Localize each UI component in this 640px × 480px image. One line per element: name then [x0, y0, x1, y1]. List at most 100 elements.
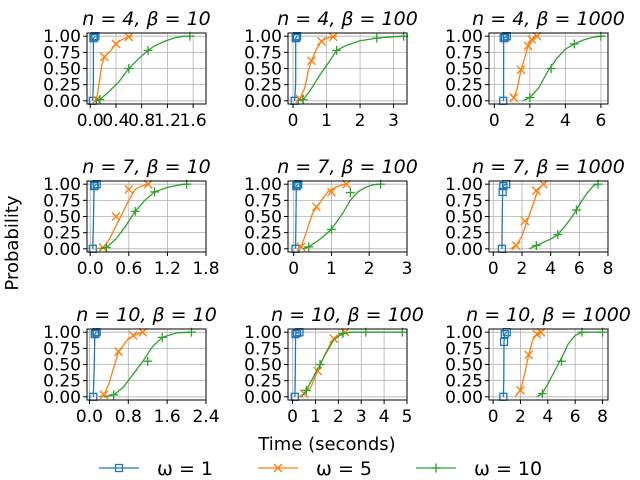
y-tick-label: 0.75: [445, 43, 483, 63]
data-point: [130, 206, 140, 216]
panel-2: 0.000.250.500.751.00 0 1 2 3 n = 4, β = 100: [244, 8, 418, 131]
x-tick-label: 0.0: [77, 111, 104, 131]
data-point: [531, 241, 541, 251]
data-point: [372, 33, 382, 43]
y-tick-label: 0.25: [244, 372, 282, 392]
data-point: [326, 187, 336, 197]
panel-9: 0.000.250.500.751.00 0 2 4 6 8 n = 10, β = 100…: [445, 304, 631, 427]
y-tick-label: 1.00: [244, 175, 282, 195]
x-tick-label: 4: [542, 407, 553, 427]
y-tick-label: 0.25: [445, 372, 483, 392]
y-tick-label: 0.50: [445, 60, 483, 80]
y-tick-label: 0.00: [445, 240, 483, 260]
y-tick-label: 0.25: [43, 372, 81, 392]
y-tick-label: 0.75: [445, 191, 483, 211]
x-tick-label: 8: [603, 259, 614, 279]
data-point: [296, 242, 306, 252]
data-point: [124, 184, 134, 194]
data-point: [523, 41, 533, 51]
x-tick-label: 0.8: [128, 111, 155, 131]
series-10: [522, 31, 606, 103]
data-point: [537, 389, 547, 399]
series-line: [522, 35, 605, 102]
data-point: [150, 187, 160, 197]
data-point: [500, 329, 509, 339]
panels: 0.000.250.500.751.000.00.40.81.21.6n = 4…: [43, 8, 631, 427]
y-tick-label: 0.75: [445, 339, 483, 359]
x-tick-label: 1.2: [154, 111, 181, 131]
x-tick-label: 2: [333, 407, 344, 427]
series-5: [510, 179, 548, 251]
data-point: [538, 179, 548, 189]
panel-3: 0.000.250.500.751.00 0 2 4 6 n = 4, β = 1000: [445, 8, 625, 131]
y-tick-label: 0.25: [43, 224, 81, 244]
y-tick-label: 0.75: [244, 191, 282, 211]
y-tick-label: 1.00: [43, 27, 81, 47]
y-tick-label: 1.00: [244, 323, 282, 343]
panel-4: 0.000.250.500.751.00 0.0 0.6 1.2 1.8 n = 7, β…: [43, 156, 219, 279]
x-tick-label: 2: [515, 407, 526, 427]
data-point: [317, 36, 327, 46]
data-point: [332, 45, 342, 55]
data-point: [571, 205, 581, 215]
data-point: [143, 45, 153, 55]
data-point: [509, 93, 519, 103]
x-tick-label: 6: [570, 407, 581, 427]
legend-label: ω = 10: [474, 458, 542, 480]
data-point: [292, 181, 302, 190]
y-tick-label: 0.50: [244, 60, 282, 80]
data-point: [101, 243, 111, 253]
data-point: [569, 39, 579, 49]
x-tick-label: 5: [402, 407, 413, 427]
x-tick-label: 2: [517, 259, 528, 279]
x-tick-label: 3: [388, 111, 399, 131]
y-tick-label: 1.00: [43, 323, 81, 343]
x-tick-label: 0.0: [76, 407, 103, 427]
panel-8: 0.000.250.500.751.00 0 1 2 3 4 5 n = 10, β = 10…: [244, 304, 424, 427]
y-tick-label: 0.50: [445, 356, 483, 376]
y-tick-label: 0.25: [43, 76, 81, 96]
x-tick-label: 0.8: [115, 407, 142, 427]
y-tick-label: 0.00: [445, 388, 483, 408]
y-tick-label: 1.00: [445, 323, 483, 343]
data-point: [157, 332, 167, 342]
data-point: [498, 187, 507, 197]
data-point: [516, 65, 526, 75]
x-tick-label: 1.6: [180, 111, 207, 131]
x-tick-label: 4: [379, 407, 390, 427]
x-tick-label: 2.4: [192, 407, 219, 427]
y-tick-label: 0.25: [244, 224, 282, 244]
data-point: [536, 327, 546, 337]
x-tick-label: 3: [402, 259, 413, 279]
x-tick-label: 2: [524, 111, 535, 131]
y-tick-label: 0.00: [244, 388, 282, 408]
x-tick-label: 6: [595, 111, 606, 131]
series-1: [497, 180, 511, 253]
x-tick-label: 2: [364, 259, 375, 279]
panel-title: n = 10, β = 10: [76, 304, 217, 326]
data-point: [527, 34, 537, 44]
legend-label: ω = 1: [157, 458, 213, 480]
y-tick-label: 0.00: [43, 240, 81, 260]
panel-title: n = 7, β = 10: [82, 156, 211, 178]
x-axis-label: Time (seconds): [257, 434, 395, 455]
data-point: [553, 230, 563, 240]
x-tick-label: 0: [488, 259, 499, 279]
data-point: [326, 224, 336, 234]
y-tick-label: 0.00: [43, 92, 81, 112]
panel-title: n = 7, β = 1000: [472, 156, 625, 178]
data-point: [525, 93, 535, 103]
data-point: [143, 179, 153, 189]
x-tick-label: 0: [288, 111, 299, 131]
data-point: [109, 390, 119, 400]
data-point: [306, 56, 316, 66]
series-line: [297, 183, 347, 250]
data-point: [515, 385, 525, 395]
data-point: [546, 64, 556, 73]
series-5: [509, 31, 542, 103]
y-tick-label: 0.50: [43, 356, 81, 376]
series-line: [528, 183, 599, 250]
panel-1: 0.000.250.500.751.00 0.00.40.81.21.6 n = 4…: [43, 8, 211, 131]
data-point: [124, 64, 134, 73]
